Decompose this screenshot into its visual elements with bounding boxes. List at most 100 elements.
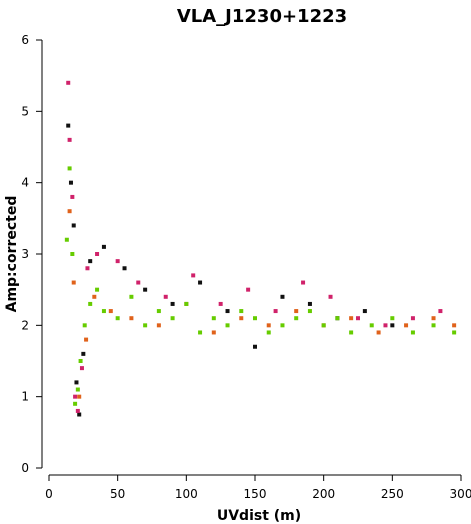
x-tick-label: 100 [175, 487, 198, 501]
y-tick-label: 1 [21, 390, 29, 404]
data-point [198, 280, 203, 285]
data-point [70, 194, 75, 199]
data-point [143, 287, 148, 292]
data-point [66, 123, 71, 128]
x-tick-label: 50 [110, 487, 125, 501]
x-tick-label: 250 [381, 487, 404, 501]
data-point [73, 394, 78, 399]
data-point [170, 316, 175, 321]
data-point [301, 280, 306, 285]
x-tick-label: 200 [312, 487, 335, 501]
data-point [246, 287, 251, 292]
data-point [253, 344, 257, 349]
x-tick-label: 0 [45, 487, 53, 501]
data-point [239, 309, 244, 314]
data-point [74, 380, 79, 385]
data-point [307, 301, 312, 306]
data-point [191, 273, 196, 278]
data-point [438, 309, 443, 314]
data-point [390, 316, 395, 321]
y-tick-label: 2 [21, 318, 29, 332]
data-point [266, 330, 271, 335]
x-tick-label: 150 [244, 487, 267, 501]
data-point [410, 316, 415, 321]
data-point [390, 323, 395, 328]
data-point [64, 237, 69, 242]
data-point [85, 266, 90, 271]
data-point [81, 351, 86, 356]
data-point [71, 280, 76, 285]
y-axis-ticks: 0 1 2 3 4 5 6 [21, 33, 42, 475]
data-point [452, 330, 457, 335]
data-point [163, 294, 168, 299]
x-axis-label: UVdist (m) [217, 508, 301, 524]
data-point [79, 366, 84, 371]
data-point [383, 323, 388, 328]
data-point [71, 223, 76, 228]
data-point [108, 309, 113, 314]
data-point [84, 337, 89, 342]
data-point [211, 316, 216, 321]
data-point [101, 244, 106, 249]
data-point [328, 294, 333, 299]
data-point [349, 330, 354, 335]
data-point [122, 266, 127, 271]
y-tick-label: 5 [21, 104, 29, 118]
data-point [75, 387, 80, 392]
y-tick-label: 0 [21, 461, 29, 475]
data-point [253, 316, 257, 321]
y-tick-label: 6 [21, 33, 29, 47]
data-point [431, 316, 436, 321]
data-point [307, 309, 312, 314]
data-point [68, 180, 73, 185]
y-axis-label: Amp:corrected [4, 196, 20, 313]
data-point [67, 209, 72, 214]
data-point [136, 280, 141, 285]
data-point [211, 330, 216, 335]
data-point [404, 323, 409, 328]
y-tick-label: 4 [21, 176, 29, 190]
data-point [129, 294, 134, 299]
data-point [225, 309, 230, 314]
data-point [78, 359, 83, 363]
data-point [115, 316, 120, 321]
data-point [225, 323, 230, 328]
data-point [273, 309, 278, 314]
data-point [410, 330, 415, 335]
y-tick-label: 3 [21, 247, 29, 261]
data-point [356, 316, 360, 321]
data-point [92, 294, 97, 299]
data-point [66, 80, 71, 85]
data-point [294, 309, 299, 314]
data-point [101, 309, 106, 314]
data-point [321, 323, 326, 328]
data-point [294, 316, 299, 321]
data-point [280, 323, 285, 328]
data-point [452, 323, 457, 328]
data-point [77, 394, 82, 399]
data-point [143, 323, 148, 328]
data-point [266, 323, 271, 328]
x-tick-label: 300 [450, 487, 471, 501]
data-point [70, 252, 75, 256]
data-point [88, 301, 93, 306]
data-point [77, 412, 82, 417]
data-point [88, 259, 93, 264]
data-point [280, 294, 285, 299]
data-point [349, 316, 354, 321]
data-point [73, 401, 78, 406]
data-point [115, 259, 120, 264]
data-point [75, 408, 80, 413]
data-points [64, 80, 457, 417]
data-point [67, 137, 72, 142]
data-point [156, 309, 161, 314]
data-point [218, 301, 223, 306]
data-point [184, 301, 189, 306]
data-point [95, 252, 100, 256]
data-point [431, 323, 436, 328]
data-point [170, 301, 175, 306]
x-axis-ticks: 0 50 100 150 200 250 300 [45, 475, 471, 501]
data-point [82, 323, 87, 328]
data-point [129, 316, 134, 321]
